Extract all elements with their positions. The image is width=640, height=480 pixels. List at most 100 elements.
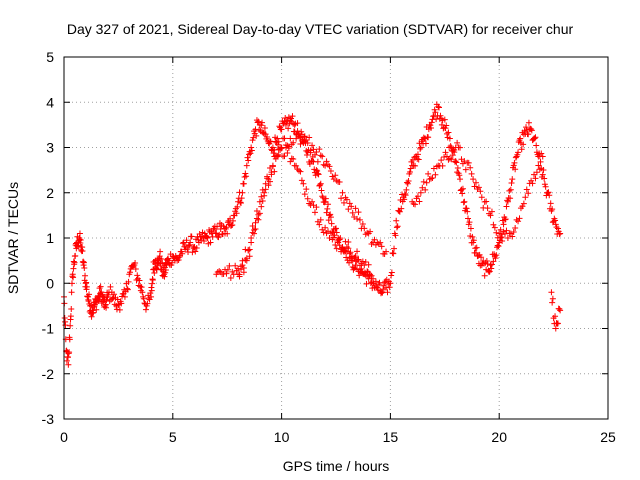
data-point-marker [453,159,460,166]
data-point-marker [267,138,274,145]
chart-title: Day 327 of 2021, Sidereal Day-to-day VTE… [67,21,574,37]
data-point-marker [266,178,273,185]
data-point-marker [512,225,519,232]
data-point-marker [512,166,519,173]
data-point-marker [516,215,523,222]
data-point-marker [289,113,296,120]
data-point-marker [494,234,501,241]
data-point-marker [158,256,165,263]
data-point-marker [327,168,334,175]
data-point-marker [443,130,450,137]
data-point-marker [300,180,307,187]
data-point-marker [144,300,151,307]
data-point-marker [340,199,347,206]
data-point-marker [224,266,231,273]
data-point-marker [236,271,243,278]
data-point-marker [136,277,143,284]
data-point-marker [425,134,432,141]
data-point-marker [466,219,473,226]
data-point-marker [423,179,430,186]
data-point-marker [318,187,325,194]
data-point-marker [330,234,337,241]
data-point-marker [90,309,97,316]
data-point-marker [262,131,269,138]
data-point-marker [118,300,125,307]
data-point-marker [420,178,427,185]
data-point-marker [322,224,329,231]
data-point-marker [223,270,230,277]
data-point-marker [317,152,324,159]
data-point-marker [484,260,491,267]
data-point-marker [346,200,353,207]
data-point-marker [435,103,442,110]
data-point-marker [494,242,501,249]
data-point-marker [445,129,452,136]
data-point-marker [223,224,230,231]
data-point-marker [288,155,295,162]
data-point-marker [438,157,445,164]
data-point-marker [493,252,500,259]
x-tick-label: 5 [169,429,177,445]
data-point-marker [509,233,516,240]
data-point-marker [557,230,564,237]
data-point-marker [339,244,346,251]
data-point-marker [213,230,220,237]
data-point-marker [499,237,506,244]
data-point-marker [454,165,461,172]
data-point-marker [405,178,412,185]
data-point-marker [255,211,262,218]
data-point-marker [285,145,292,152]
data-point-marker [510,229,517,236]
data-point-marker [367,228,374,235]
data-point-marker [216,231,223,238]
data-point-marker [242,256,249,263]
data-point-marker [447,143,454,150]
data-point-marker [507,186,514,193]
data-point-marker [214,223,221,230]
data-point-marker [523,126,530,133]
data-point-marker [335,239,342,246]
data-point-marker [536,166,543,173]
data-point-marker [432,109,439,116]
data-point-marker [465,159,472,166]
data-point-marker [504,198,511,205]
data-point-marker [354,248,361,255]
data-point-marker [348,203,355,210]
data-point-marker [303,151,310,158]
data-point-marker [183,237,190,244]
data-point-marker [502,230,509,237]
data-point-marker [165,257,172,264]
data-point-marker [188,233,195,240]
data-point-marker [107,283,114,290]
data-point-marker [271,146,278,153]
data-point-marker [507,195,514,202]
data-point-marker [545,189,552,196]
data-point-marker [241,174,248,181]
data-point-marker [149,276,156,283]
data-point-marker [552,221,559,228]
data-point-marker [86,291,93,298]
data-point-marker [557,307,564,314]
data-point-marker [243,173,250,180]
data-point-marker [256,198,263,205]
data-point-marker [490,258,497,265]
data-point-marker [240,180,247,187]
data-point-marker [76,236,83,243]
data-point-marker [388,269,395,276]
data-point-marker [422,140,429,147]
data-point-marker [552,325,559,332]
data-point-marker [458,186,465,193]
data-point-marker [454,169,461,176]
data-point-marker [519,203,526,210]
data-point-marker [304,195,311,202]
data-point-marker [451,149,458,156]
data-point-marker [454,139,461,146]
x-tick-label: 10 [274,429,290,445]
data-point-marker [462,166,469,173]
data-point-marker [76,230,83,237]
x-tick-label: 20 [491,429,507,445]
data-point-marker [346,250,353,257]
data-point-marker [192,248,199,255]
data-point-marker [548,289,555,296]
data-point-marker [470,237,477,244]
